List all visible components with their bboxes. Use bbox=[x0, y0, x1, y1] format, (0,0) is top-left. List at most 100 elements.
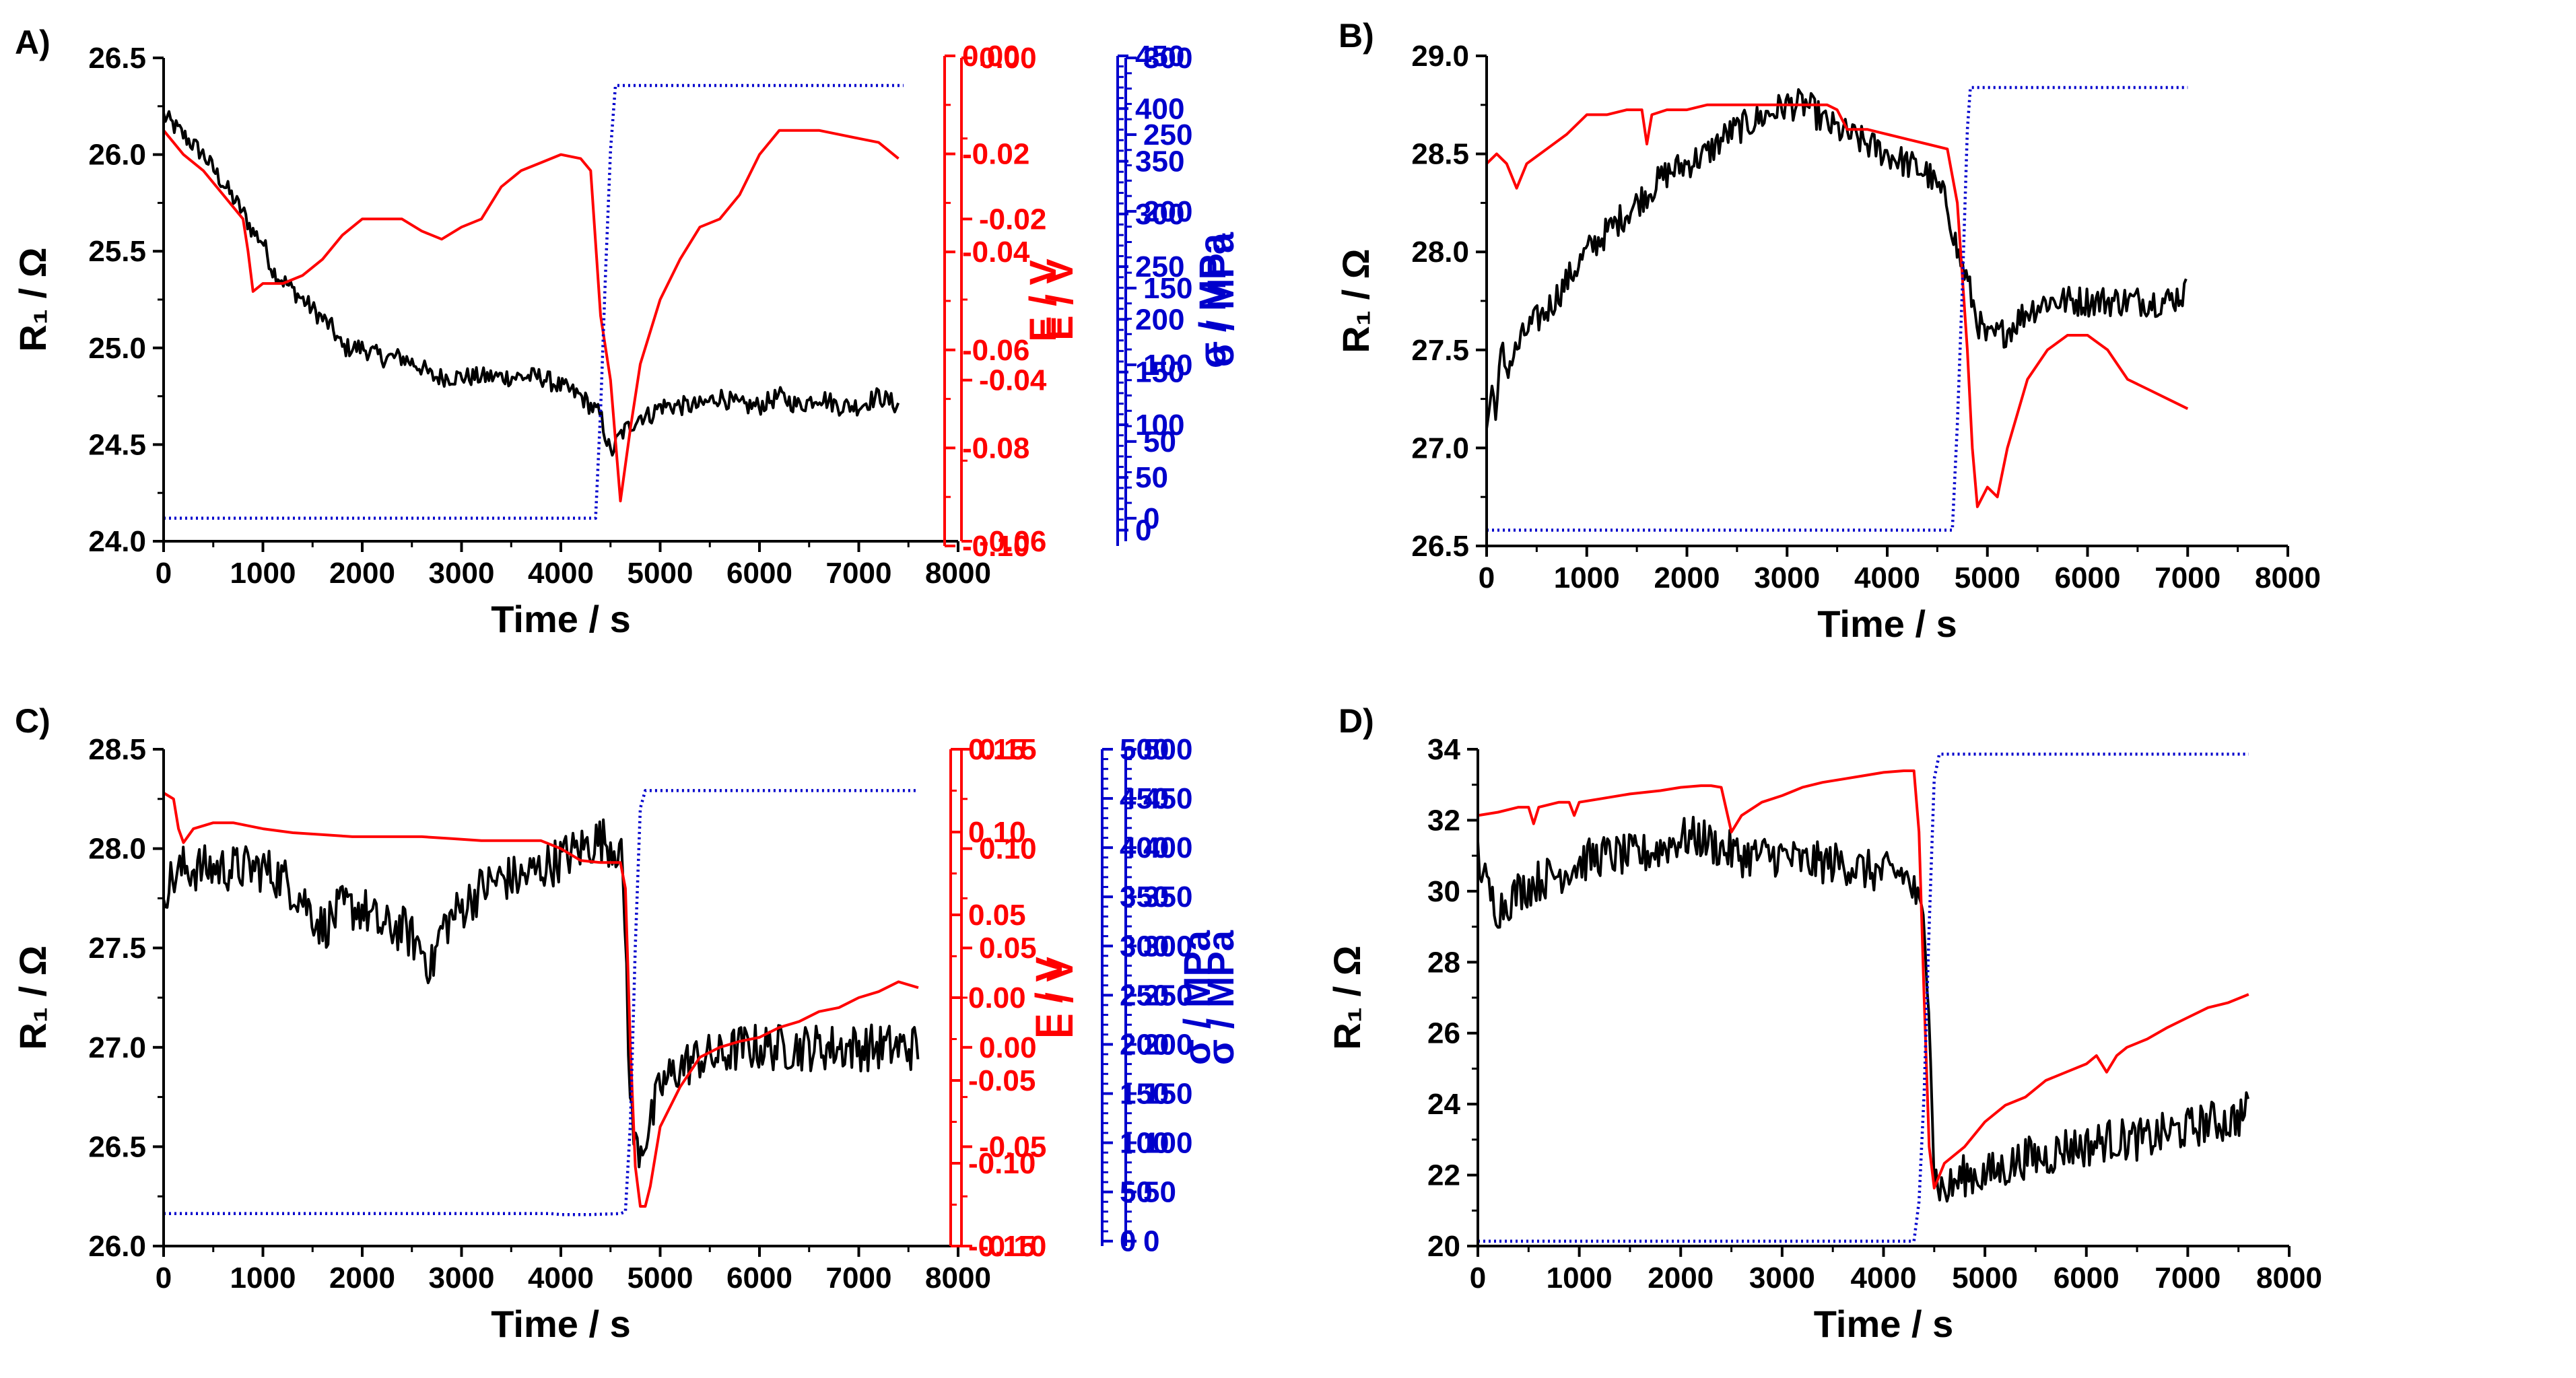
series-line-left bbox=[1477, 815, 2250, 1203]
y-right-sigma-tick-label: 300 bbox=[1143, 930, 1192, 963]
y-left-axis-title: R₁ / Ω bbox=[11, 945, 54, 1049]
y-right-sigma-tick-label: 150 bbox=[1120, 1077, 1169, 1110]
y-right-sigma-tick-label: 250 bbox=[1120, 979, 1169, 1012]
x-tick-label: 8000 bbox=[925, 1262, 991, 1295]
y-right-e-tick-label: 0.00 bbox=[962, 40, 1020, 73]
y-left-tick-label: 28.0 bbox=[1411, 236, 1469, 269]
y-right-sigma-tick-label: 300 bbox=[1135, 198, 1184, 231]
x-tick-label: 1000 bbox=[230, 557, 296, 590]
y-left-tick-label: 26.5 bbox=[1411, 530, 1469, 563]
x-tick-label: 0 bbox=[1470, 1262, 1486, 1295]
y-right-e-tick-label: -0.08 bbox=[962, 432, 1029, 464]
series-line-left bbox=[162, 110, 900, 457]
y-right-sigma-tick-label: 0 bbox=[1143, 1225, 1159, 1258]
y-right-sigma-tick-label: 100 bbox=[1143, 349, 1192, 382]
y-right-e-tick-label: 0.00 bbox=[979, 42, 1037, 75]
x-tick-label: 6000 bbox=[2054, 1262, 2120, 1295]
series-line-right1 bbox=[1485, 103, 2189, 508]
series-line-right1 bbox=[162, 792, 919, 1208]
x-tick-label: 7000 bbox=[2155, 561, 2221, 594]
y-right-sigma-axis-title: σ / MPa bbox=[1199, 232, 1242, 367]
y-right-sigma-tick-label: 250 bbox=[1143, 118, 1192, 151]
y-left-tick-label: 20 bbox=[1427, 1230, 1460, 1263]
y-right-sigma-tick-label: 0 bbox=[1135, 514, 1151, 547]
panel-label: C) bbox=[15, 702, 50, 740]
x-tick-label: 5000 bbox=[1955, 561, 2021, 594]
y-right-sigma-tick-label: 300 bbox=[1120, 930, 1169, 963]
y-right-sigma-tick-label: 100 bbox=[1120, 1127, 1169, 1160]
x-tick-label: 4000 bbox=[528, 1262, 594, 1295]
y-right-e-tick-label: -0.02 bbox=[979, 203, 1046, 236]
series-line-right2 bbox=[164, 83, 904, 520]
y-right-sigma-tick-label: 150 bbox=[1143, 1077, 1192, 1110]
y-left-tick-label: 26.5 bbox=[88, 1130, 146, 1163]
y-right-sigma-tick-label: 200 bbox=[1143, 195, 1192, 228]
x-axis-title: Time / s bbox=[1814, 1303, 1954, 1345]
y-right-sigma-tick-label: 250 bbox=[1143, 979, 1192, 1012]
y-left-tick-label: 28.5 bbox=[88, 733, 146, 766]
x-tick-label: 8000 bbox=[2255, 561, 2321, 594]
x-tick-label: 2000 bbox=[1648, 1262, 1714, 1295]
y-right-e-axis-title: E / V bbox=[1027, 957, 1070, 1038]
x-tick-label: 8000 bbox=[2256, 1262, 2322, 1295]
x-tick-label: 7000 bbox=[2155, 1262, 2221, 1295]
x-tick-label: 1000 bbox=[1547, 1262, 1613, 1295]
y-right-sigma-tick-label: 450 bbox=[1143, 782, 1192, 815]
y-right-e-tick-label: 0.10 bbox=[979, 833, 1037, 866]
y-right-e-tick-label: -0.10 bbox=[968, 1147, 1036, 1180]
y-right-e-tick-label: 0.00 bbox=[979, 1031, 1037, 1064]
chart-panel-c: C)0 1000 2000 3000 4000 5000 6000 7000 8000Time … bbox=[11, 702, 1242, 1345]
x-axis-title: Time / s bbox=[1817, 602, 1957, 645]
chart-panel-d: D)0 1000 2000 3000 4000 5000 6000 7000 8000Time … bbox=[949, 702, 2322, 1345]
y-left-tick-label: 27.0 bbox=[88, 1031, 146, 1064]
y-right-e-tick-label: -0.05 bbox=[968, 1064, 1036, 1097]
y-right-e-tick-label: 0.05 bbox=[979, 932, 1037, 965]
x-tick-label: 4000 bbox=[1851, 1262, 1917, 1295]
y-right-sigma-tick-label: 500 bbox=[1120, 733, 1169, 766]
y-right-sigma-tick-label: 500 bbox=[1143, 733, 1192, 766]
y-right-sigma-tick-label: 150 bbox=[1135, 356, 1184, 389]
x-tick-label: 2000 bbox=[329, 557, 395, 590]
y-right-sigma-tick-label: 400 bbox=[1143, 831, 1192, 864]
series-line-right2 bbox=[1478, 753, 2249, 1243]
y-left-tick-label: 30 bbox=[1427, 875, 1460, 908]
y-right-sigma-tick-label: 200 bbox=[1135, 303, 1184, 336]
y-right-sigma-tick-label: 50 bbox=[1143, 425, 1176, 458]
y-right-sigma-tick-label: 50 bbox=[1120, 1176, 1153, 1209]
x-axis-title: Time / s bbox=[491, 1303, 631, 1345]
y-right-e-axis-title: E / V bbox=[1038, 957, 1081, 1038]
y-right-sigma-tick-label: 100 bbox=[1143, 1127, 1192, 1160]
y-left-tick-label: 24 bbox=[1427, 1088, 1460, 1121]
x-tick-label: 1000 bbox=[1554, 561, 1620, 594]
x-tick-label: 2000 bbox=[1654, 561, 1720, 594]
y-right-e-tick-label: 0.05 bbox=[968, 899, 1026, 932]
x-tick-label: 5000 bbox=[1952, 1262, 2018, 1295]
y-left-axis-title: R₁ / Ω bbox=[1326, 945, 1368, 1049]
y-right-e-tick-label: 0.15 bbox=[968, 733, 1026, 766]
y-right-sigma-tick-label: 450 bbox=[1120, 782, 1169, 815]
x-tick-label: 0 bbox=[156, 557, 172, 590]
chart-panel-b: B)0 1000 2000 3000 4000 5000 6000 7000 8000Time … bbox=[943, 17, 2321, 645]
x-tick-label: 7000 bbox=[826, 557, 892, 590]
y-left-tick-label: 26.5 bbox=[88, 42, 146, 75]
y-right-sigma-axis-title: σ / MPa bbox=[1176, 930, 1218, 1065]
y-left-tick-label: 28 bbox=[1427, 946, 1460, 979]
y-right-sigma-tick-label: 150 bbox=[1143, 272, 1192, 305]
y-left-axis-title: R₁ / Ω bbox=[11, 247, 54, 351]
series-line-right1 bbox=[1477, 769, 2249, 1190]
x-tick-label: 8000 bbox=[925, 557, 991, 590]
y-left-tick-label: 24.5 bbox=[88, 428, 146, 461]
x-tick-label: 3000 bbox=[1749, 1262, 1815, 1295]
x-tick-label: 7000 bbox=[826, 1262, 892, 1295]
series-line-left bbox=[162, 818, 920, 1169]
y-left-tick-label: 32 bbox=[1427, 804, 1460, 837]
y-right-sigma-axis-title: σ / MPa bbox=[1191, 233, 1233, 368]
y-right-sigma-tick-label: 0 bbox=[1120, 1225, 1136, 1258]
y-right-e-axis-title: E / V bbox=[1038, 259, 1081, 340]
x-tick-label: 5000 bbox=[628, 557, 693, 590]
y-left-tick-label: 25.0 bbox=[88, 332, 146, 365]
y-right-sigma-tick-label: 450 bbox=[1135, 40, 1184, 73]
y-right-e-tick-label: -0.04 bbox=[979, 364, 1047, 397]
y-right-sigma-tick-label: 0 bbox=[1143, 502, 1159, 535]
